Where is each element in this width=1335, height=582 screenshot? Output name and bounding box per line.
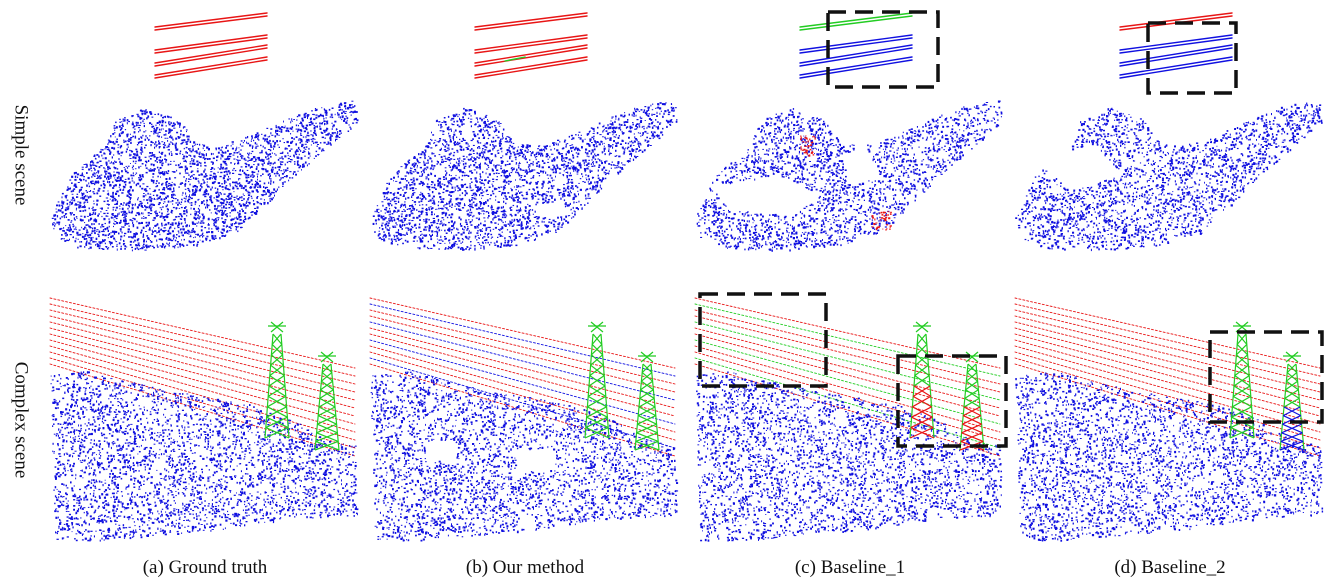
point-cloud-complex-ground-truth	[49, 297, 359, 542]
tower-2	[634, 351, 660, 451]
caption-baseline-2: (d) Baseline_2	[1010, 554, 1330, 582]
tower-2	[959, 351, 985, 451]
point-cloud-complex-baseline-2	[1014, 297, 1324, 542]
vegetation-points	[1015, 102, 1323, 252]
misclassified-segment	[504, 56, 526, 62]
point-cloud-complex-our-method	[369, 297, 679, 542]
highlight-box	[1208, 330, 1324, 424]
vegetation-points	[696, 371, 1003, 542]
vegetation-points	[1015, 372, 1324, 542]
tower-2	[1279, 351, 1305, 451]
tower-1	[909, 321, 935, 439]
powerline-wires	[369, 297, 676, 457]
point-cloud-simple-baseline-2	[1015, 12, 1323, 252]
panel-complex-baseline-1	[690, 290, 1010, 552]
panel-simple-ground-truth	[45, 5, 365, 255]
highlight-box	[826, 10, 940, 89]
powerline-wires	[49, 297, 356, 457]
powerline-wires	[799, 12, 913, 79]
point-cloud-simple-ground-truth	[51, 12, 359, 252]
tower-1	[584, 321, 610, 439]
tower-1	[264, 321, 290, 439]
row-label-simple-text: Simple scene	[9, 105, 31, 206]
vegetation-points	[372, 102, 678, 251]
misclassified-points-red	[800, 135, 816, 157]
highlight-box-2	[896, 354, 1008, 448]
highlight-box	[1146, 21, 1238, 95]
powerline-wires	[1014, 297, 1321, 457]
point-cloud-simple-our-method	[372, 12, 678, 251]
vegetation-points	[370, 371, 679, 542]
caption-baseline-1: (c) Baseline_1	[690, 554, 1010, 582]
panel-simple-baseline-2	[1010, 5, 1330, 255]
caption-ground-truth: (a) Ground truth	[45, 554, 365, 582]
row-label-complex: Complex scene	[0, 290, 40, 550]
vegetation-points	[696, 100, 1003, 252]
tower-1	[1229, 321, 1255, 439]
powerline-wires	[154, 12, 268, 79]
vegetation-points	[51, 100, 359, 252]
panel-complex-baseline-2	[1010, 290, 1330, 552]
row-label-simple: Simple scene	[0, 60, 40, 250]
powerline-wires	[474, 12, 588, 79]
tower-2	[314, 351, 340, 451]
panel-complex-our-method	[365, 290, 685, 552]
panel-simple-baseline-1	[690, 5, 1010, 255]
highlight-box-1	[698, 292, 828, 388]
panel-simple-our-method	[365, 5, 685, 255]
vegetation-points	[50, 371, 359, 542]
row-label-complex-text: Complex scene	[9, 362, 31, 479]
panel-complex-ground-truth	[45, 290, 365, 552]
misclassified-points-red-2	[871, 211, 892, 231]
caption-our-method: (b) Our method	[365, 554, 685, 582]
point-cloud-complex-baseline-1	[694, 292, 1008, 542]
point-cloud-simple-baseline-1	[696, 10, 1003, 252]
